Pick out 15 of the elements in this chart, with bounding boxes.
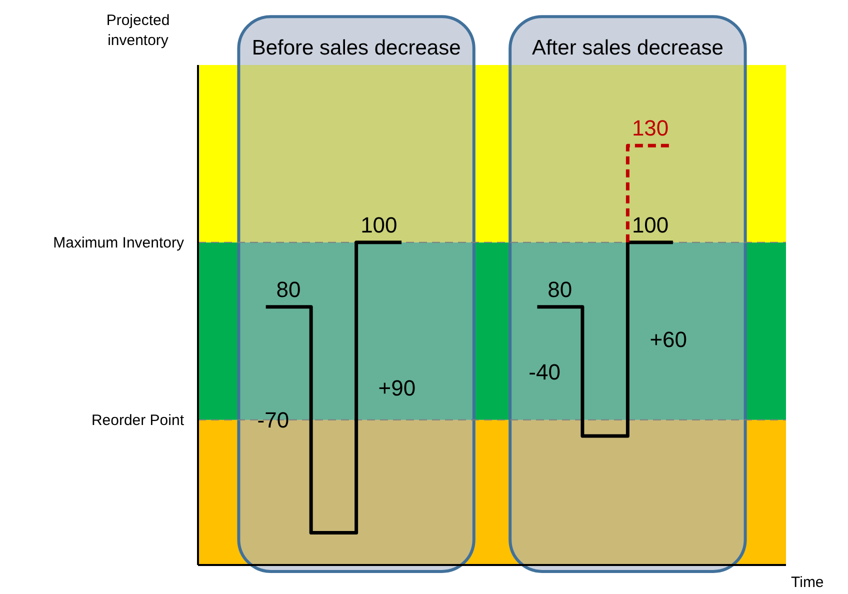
data-label: 80 (276, 276, 301, 302)
data-label: 80 (548, 276, 572, 302)
data-label: 100 (360, 212, 398, 238)
ref-line-label: Maximum Inventory (53, 234, 184, 252)
text: After sales decrease (532, 36, 724, 60)
annotation: -40 (528, 359, 560, 384)
data-label: 130 (632, 116, 669, 141)
annotation: +90 (378, 375, 416, 400)
annotation: -70 (257, 408, 290, 433)
text: Before sales decrease (252, 36, 461, 60)
y-axis-title: Projected inventory (106, 12, 170, 49)
data-label: 100 (632, 212, 669, 238)
annotation: +60 (650, 327, 688, 352)
x-axis-title: Time (791, 574, 824, 592)
ref-line-label: Reorder Point (91, 412, 185, 430)
